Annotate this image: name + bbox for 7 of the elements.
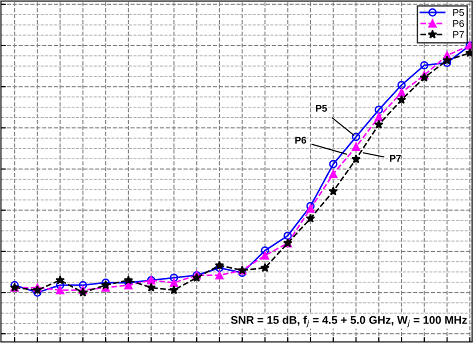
legend-label: P5 (453, 9, 464, 16)
legend-label: P7 (453, 31, 464, 38)
annotation: P6 (295, 136, 306, 144)
annotation: P7 (390, 155, 401, 162)
legend-label: P6 (453, 20, 464, 27)
annotation: P5 (316, 104, 327, 112)
text: SNR = 15 dB, f$_{j}$ = 4.5 + 5.0 GHz, W$_{j}$ = 100 MHz (230, 316, 467, 328)
